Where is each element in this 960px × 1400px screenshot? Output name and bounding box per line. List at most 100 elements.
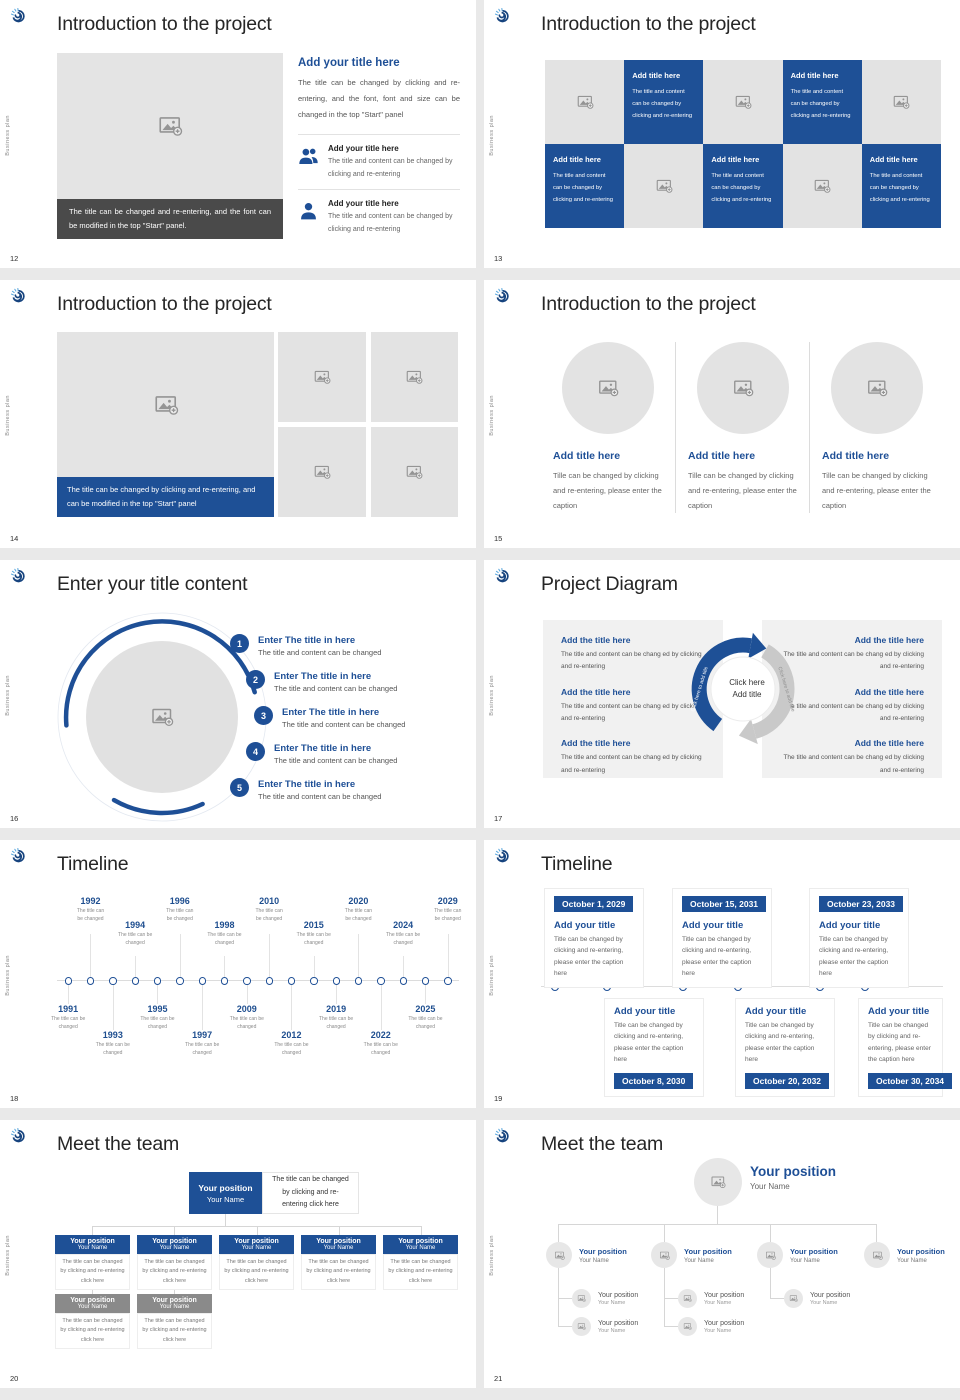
org-name: Your Name [704, 1327, 732, 1334]
timeline-point[interactable]: 2029 The title can be changed [434, 840, 461, 1108]
grid-cell[interactable] [624, 144, 704, 228]
diagram-center-label[interactable]: Click here Add title [713, 677, 781, 702]
timeline-point[interactable]: 2010 The title can be changed [255, 840, 283, 1108]
timeline-point[interactable]: 2009 The title can be changed [230, 840, 264, 1108]
grid-cell[interactable] [545, 60, 625, 144]
timeline-point[interactable]: 1996 The title can be changed [166, 840, 193, 1108]
org-cell[interactable]: Your position Your Name The title can be… [55, 1235, 130, 1291]
item-title: Add the title here [854, 686, 924, 697]
org-member-note: The title can be changed by clicking and… [55, 1254, 130, 1291]
image-placeholder-icon [659, 1250, 670, 1261]
timeline-stem [224, 956, 226, 977]
image-placeholder[interactable] [278, 427, 366, 517]
timeline-card[interactable]: October 8, 2030 Add your title Title can… [604, 998, 704, 1097]
slide-20[interactable]: Business plan 20 Meet the team Your posi… [0, 1120, 476, 1388]
slide-17[interactable]: Business plan 17 Project Diagram Add the… [484, 560, 960, 828]
team-member[interactable]: Your position Your Name [678, 1317, 744, 1336]
slide-13[interactable]: Business plan 13 Introduction to the pro… [484, 0, 960, 268]
grid-cell[interactable]: Add title here The title and content can… [861, 144, 941, 228]
org-root-box[interactable]: Your position Your Name [189, 1172, 262, 1214]
image-placeholder[interactable] [57, 53, 283, 199]
image-placeholder[interactable] [830, 342, 923, 434]
timeline-point[interactable]: 2024 The title can be changed [386, 840, 420, 1108]
grid-cell[interactable]: Add title here The title and content can… [545, 144, 625, 228]
team-member[interactable]: Your position Your Name [784, 1289, 850, 1308]
org-cell[interactable]: Your position Your Name The title can be… [383, 1235, 458, 1291]
slide-16[interactable]: Business plan 16 Enter your title conten… [0, 560, 476, 828]
image-placeholder[interactable] [278, 332, 366, 422]
slide-14[interactable]: Business plan 14 Introduction to the pro… [0, 280, 476, 548]
numbered-item: 5 Enter The title in here The title and … [230, 778, 405, 801]
image-placeholder[interactable] [57, 332, 274, 477]
cell-text: The title and content can be changed by … [632, 89, 693, 120]
slide-title: Introduction to the project [541, 13, 756, 35]
image-placeholder[interactable] [370, 332, 458, 422]
timeline-dot [64, 977, 73, 985]
timeline-point[interactable]: 1993 The title can be changed [96, 840, 130, 1108]
slide-15[interactable]: Business plan 15 Introduction to the pro… [484, 280, 960, 548]
team-member[interactable]: Your position Your Name [572, 1289, 638, 1308]
slide-12[interactable]: Business plan 12 Introduction to the pro… [0, 0, 476, 268]
slide-number: 12 [10, 254, 19, 263]
grid-cell[interactable]: Add title here The title and content can… [703, 144, 783, 228]
timeline-point[interactable]: 1998 The title can be changed [207, 840, 242, 1108]
slide-21[interactable]: Business plan 21 Meet the team Your posi… [484, 1120, 960, 1388]
timeline-point[interactable]: 1995 The title can be changed [140, 840, 175, 1108]
timeline-card[interactable]: October 23, 2033 Add your title Title ca… [809, 888, 909, 988]
team-member[interactable]: Your position Your Name [678, 1289, 744, 1308]
date-badge: October 15, 2031 [682, 896, 767, 912]
avatar-placeholder[interactable] [694, 1158, 742, 1206]
section-heading: Add your title here [298, 57, 400, 69]
slide-18[interactable]: Business plan 18 Timeline 1991 The title… [0, 840, 476, 1108]
grid-cell[interactable] [861, 60, 941, 144]
timeline-point[interactable]: 2012 The title can be changed [274, 840, 309, 1108]
timeline-point[interactable]: 1997 The title can be changed [185, 840, 219, 1108]
image-placeholder[interactable] [370, 427, 458, 517]
team-member[interactable]: Your position Your Name [651, 1242, 732, 1268]
timeline-caption: The title can be changed [344, 908, 373, 922]
timeline-card[interactable]: October 15, 2031 Add your title Title ca… [672, 888, 772, 988]
numbered-list: 1 Enter The title in here The title and … [230, 634, 405, 814]
timeline-card[interactable]: October 1, 2029 Add your title Title can… [544, 888, 644, 988]
item-text: The title and content can be chang ed by… [783, 754, 924, 774]
image-placeholder-icon [683, 1322, 692, 1331]
org-cell[interactable]: Your position Your Name The title can be… [219, 1235, 294, 1291]
timeline-point[interactable]: 2025 The title can be changed [408, 840, 443, 1108]
slide-19[interactable]: Business plan 19 Timeline October 1, 202… [484, 840, 960, 1108]
timeline-point[interactable]: 2019 The title can be changed [319, 840, 353, 1108]
brand-logo-icon [493, 287, 510, 304]
grid-cell[interactable] [782, 144, 862, 228]
timeline-point[interactable]: 2020 The title can be changed [345, 840, 372, 1108]
circle-column: Add title here Tille can be changed by c… [541, 342, 675, 513]
image-placeholder[interactable] [562, 342, 654, 434]
org-connector [558, 1224, 877, 1225]
grid-cell[interactable] [703, 60, 783, 144]
timeline-point[interactable]: 1994 The title can be changed [118, 840, 152, 1108]
timeline-point[interactable]: 1991 The title can be changed [51, 840, 85, 1108]
timeline-point[interactable]: 2015 The title can be changed [297, 840, 331, 1108]
image-placeholder[interactable] [696, 342, 789, 434]
team-member[interactable]: Your position Your Name [546, 1242, 627, 1268]
team-member[interactable]: Your position Your Name [757, 1242, 838, 1268]
org-cell[interactable]: Your position Your Name The title can be… [137, 1235, 212, 1291]
timeline-card[interactable]: October 20, 2032 Add your title Title ca… [735, 998, 835, 1097]
feature-item: Add your title here The title and conten… [298, 189, 460, 244]
team-member[interactable]: Your position Your Name [572, 1317, 638, 1336]
org-position: Your position [234, 1238, 279, 1245]
timeline-label: 2024 The title can be changed [383, 920, 423, 948]
grid-cell[interactable]: Add title here The title and content can… [624, 60, 704, 144]
timeline-stem [358, 934, 360, 977]
timeline-year: 2015 [303, 920, 324, 930]
org-cell[interactable]: Your position Your Name The title can be… [137, 1294, 212, 1350]
team-member[interactable]: Your position Your Name [864, 1242, 945, 1268]
timeline-card[interactable]: October 30, 2034 Add your title Title ca… [858, 998, 953, 1097]
org-cell[interactable]: Your position Your Name The title can be… [301, 1235, 376, 1291]
timeline-point[interactable]: 2022 The title can be changed [364, 840, 398, 1108]
org-member-box: Your position Your Name [219, 1235, 294, 1254]
timeline-point[interactable]: 1992 The title can be changed [77, 840, 104, 1108]
org-member-box: Your position Your Name [137, 1235, 212, 1254]
org-cell[interactable]: Your position Your Name The title can be… [55, 1294, 130, 1350]
grid-cell[interactable]: Add title here The title and content can… [782, 60, 862, 144]
timeline-label: 1997 The title can be changed [182, 1030, 222, 1058]
org-name: Your Name [750, 1182, 790, 1191]
